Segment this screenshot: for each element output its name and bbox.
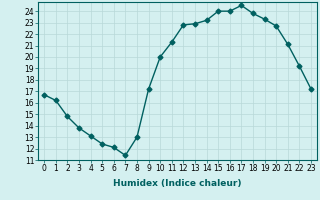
X-axis label: Humidex (Indice chaleur): Humidex (Indice chaleur) [113,179,242,188]
